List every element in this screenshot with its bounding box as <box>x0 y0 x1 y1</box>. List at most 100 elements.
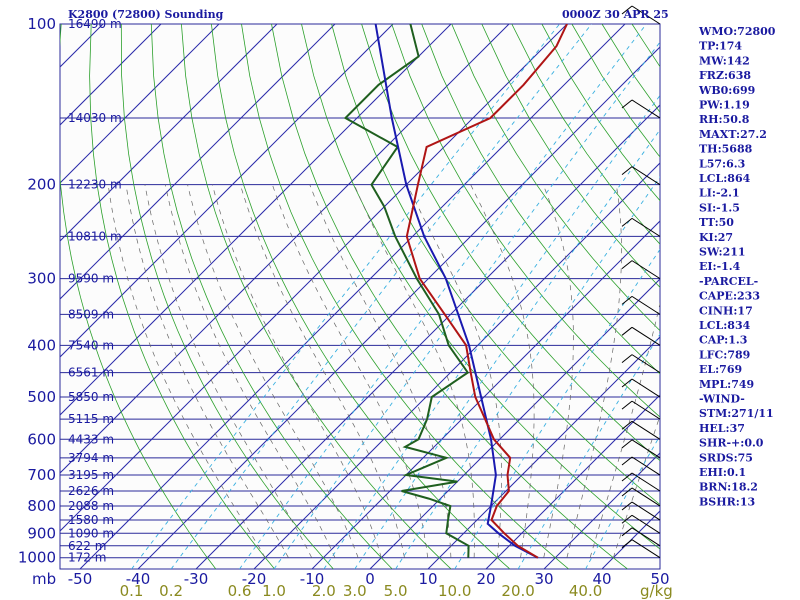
header-station-title: K2800 (72800) Sounding <box>68 8 224 21</box>
mixing-ratio-tick-2: 2.0 <box>312 582 336 600</box>
isotherm--150 <box>0 24 45 569</box>
index-7: MAXT:27.2 <box>699 128 767 141</box>
temperature-tick-0: 0 <box>365 570 375 588</box>
index-11: LI:-2.1 <box>699 187 740 200</box>
isotherm--110 <box>60 24 278 242</box>
isotherm--20 <box>253 162 660 569</box>
moist-adiabat-40 <box>612 414 660 558</box>
wind-barb-400 <box>631 326 661 346</box>
height-label-700: 3195 m <box>68 468 114 482</box>
pressure-tick-300: 300 <box>27 270 56 288</box>
parcel-profile <box>374 24 539 559</box>
wind-barb-flag-400 <box>621 326 633 336</box>
pressure-tick-700: 700 <box>27 466 56 484</box>
height-label-1000: 172 m <box>68 551 106 565</box>
moist-adiabat-16 <box>353 184 475 558</box>
wind-barb-600 <box>631 420 661 440</box>
index-15: SW:211 <box>699 246 746 259</box>
wind-barb-flag-500 <box>621 378 633 388</box>
isotherm--60 <box>60 24 568 532</box>
wind-barb-flag-600 <box>621 420 633 430</box>
mixing-ratio-line-3 <box>354 128 660 569</box>
mixing-ratio-lines <box>131 24 660 569</box>
index-9: L57:6.3 <box>699 157 745 170</box>
index-30: EHI:0.1 <box>699 466 746 479</box>
wind-barb-250 <box>631 217 661 237</box>
moist-adiabat-4 <box>239 184 405 558</box>
height-label-450: 6561 m <box>68 366 114 380</box>
wind-barb-flag-1000 <box>621 539 633 549</box>
moist-adiabat-0 <box>212 184 382 558</box>
index-3: FRZ:638 <box>699 69 751 82</box>
height-label-250: 10810 m <box>68 229 122 243</box>
sounding-profiles <box>343 24 568 559</box>
index-8: TH:5688 <box>699 143 753 156</box>
wind-barb-350 <box>631 295 661 315</box>
isotherm--120 <box>60 24 220 184</box>
wind-barb-flag-100 <box>621 5 633 15</box>
index-29: SRDS:75 <box>699 451 753 464</box>
mixing-ratio-line-20 <box>517 333 660 569</box>
wind-barb-100 <box>631 5 661 25</box>
isotherm--70 <box>60 24 510 474</box>
moist-adiabat-24 <box>470 184 535 558</box>
isotherm--30 <box>195 104 660 569</box>
temperature-tick--10: -10 <box>300 570 325 588</box>
height-label-600: 4433 m <box>68 432 114 446</box>
dry-adiabat-0 <box>150 24 393 569</box>
index-4: WB0:699 <box>698 84 755 97</box>
wind-barb-flag-150 <box>621 99 633 109</box>
wind-barb-750 <box>631 472 661 492</box>
plot-frame <box>59 23 661 570</box>
moist-adiabat-8 <box>272 184 429 558</box>
temperature-profile <box>405 24 568 559</box>
wind-barb-flag-650 <box>621 439 633 449</box>
mixing-ratio-tick-10: 10.0 <box>438 582 471 600</box>
mixing-ratio-tick-5: 5.0 <box>384 582 408 600</box>
wind-barb-flag-200 <box>621 166 633 176</box>
pressure-tick-200: 200 <box>27 176 56 194</box>
index-10: LCL:864 <box>699 172 751 185</box>
dry-adiabat-110 <box>481 24 660 288</box>
header-valid-time: 0000Z 30 APR 25 <box>562 8 669 21</box>
height-label-350: 8509 m <box>68 307 114 321</box>
mixing-ratio-tick-20: 20.0 <box>501 582 534 600</box>
isotherm--50 <box>79 24 626 569</box>
isobar-lines <box>60 24 660 559</box>
wind-barb-flag-300 <box>621 260 633 270</box>
index-2: MW:142 <box>699 54 750 67</box>
isotherm-20 <box>485 394 660 569</box>
height-label-200: 12230 m <box>68 178 122 192</box>
dry-adiabat-100 <box>451 24 660 332</box>
mixing-ratio-tick-1: 1.0 <box>262 582 286 600</box>
wind-barb-flag-800 <box>621 487 633 497</box>
index-6: RH:50.8 <box>699 113 750 126</box>
height-label-500: 5850 m <box>68 390 114 404</box>
dry-adiabat--20 <box>89 24 275 569</box>
dry-adiabat-30 <box>241 24 569 569</box>
dry-adiabat-lines <box>60 24 660 569</box>
temperature-tick-40: 40 <box>592 570 611 588</box>
index-22: LFC:789 <box>699 348 750 361</box>
moist-adiabat-28 <box>542 184 574 558</box>
index-17: -PARCEL- <box>699 275 758 288</box>
wind-barb-flag-350 <box>621 295 633 305</box>
height-label-150: 14030 m <box>68 111 122 125</box>
wind-barb-flag-850 <box>621 501 633 511</box>
wind-barb-900 <box>631 514 661 534</box>
mixing-ratio-line-0.6 <box>239 24 647 569</box>
dry-adiabat-40 <box>271 24 628 569</box>
dry-adiabat-90 <box>421 24 660 375</box>
temperature-tick-50: 50 <box>650 570 669 588</box>
index-27: HEL:37 <box>699 422 745 435</box>
height-label-300: 9590 m <box>68 272 114 286</box>
mixing-ratio-unit-label: g/kg <box>640 582 673 600</box>
temperature-tick-10: 10 <box>418 570 437 588</box>
plot-background <box>59 23 661 570</box>
index-32: BSHR:13 <box>699 495 755 508</box>
temperature-tick-20: 20 <box>476 570 495 588</box>
height-label-900: 1090 m <box>68 526 114 540</box>
index-21: CAP:1.3 <box>699 334 747 347</box>
